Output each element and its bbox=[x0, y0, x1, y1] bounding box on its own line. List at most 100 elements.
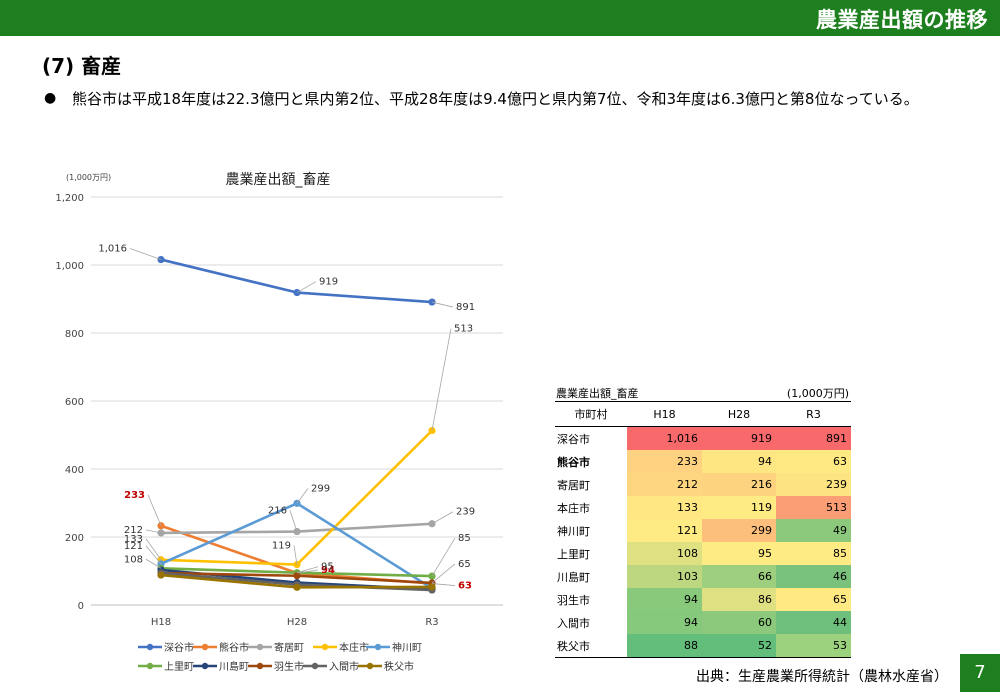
y-tick-label: 0 bbox=[78, 601, 84, 612]
data-label: 63 bbox=[458, 581, 472, 592]
value-cell: 49 bbox=[776, 519, 851, 542]
data-label: 513 bbox=[454, 324, 473, 335]
label-leader-line bbox=[147, 494, 162, 526]
data-label: 919 bbox=[319, 277, 338, 288]
data-point bbox=[428, 583, 436, 591]
data-point bbox=[157, 571, 165, 579]
table-row: 熊谷市 233 94 63 bbox=[555, 450, 851, 473]
value-cell: 513 bbox=[776, 496, 851, 519]
label-leader-line bbox=[296, 566, 319, 574]
data-label: 121 bbox=[124, 541, 143, 552]
data-table: 農業産出額_畜産 (1,000万円) 市町村 H18 H28 R3 深谷市 1,0… bbox=[555, 384, 851, 658]
legend-marker bbox=[201, 662, 209, 670]
legend-marker bbox=[321, 643, 329, 651]
data-label: 108 bbox=[124, 554, 143, 565]
municipality-cell: 本庄市 bbox=[557, 501, 590, 515]
value-cell: 299 bbox=[702, 519, 776, 542]
municipality-cell: 神川町 bbox=[557, 524, 590, 538]
legend-marker bbox=[374, 643, 382, 651]
data-label: 85 bbox=[458, 533, 471, 544]
source-note: 出典：生産農業所得統計（農林水産省） bbox=[696, 669, 948, 685]
table-row: 上里町 108 95 85 bbox=[555, 542, 851, 565]
value-cell: 94 bbox=[627, 588, 702, 611]
table-row: 羽生市 94 86 65 bbox=[555, 588, 851, 611]
column-header: H18 bbox=[627, 402, 702, 427]
header-title: 農業産出額の推移 bbox=[816, 8, 988, 32]
value-cell: 88 bbox=[627, 634, 702, 658]
label-leader-line bbox=[145, 558, 162, 569]
municipality-cell: 熊谷市 bbox=[557, 455, 590, 469]
label-leader-line bbox=[296, 569, 319, 574]
legend-marker bbox=[146, 662, 154, 670]
y-tick-label: 400 bbox=[65, 465, 84, 476]
data-point bbox=[293, 560, 301, 569]
data-label: 94 bbox=[321, 565, 335, 576]
legend-label: 寄居町 bbox=[274, 641, 304, 654]
legend-marker bbox=[366, 662, 374, 670]
value-cell: 46 bbox=[776, 565, 851, 588]
data-point bbox=[293, 572, 301, 580]
table-row: 神川町 121 299 49 bbox=[555, 519, 851, 542]
value-cell: 212 bbox=[627, 473, 702, 496]
table-row: 寄居町 212 216 239 bbox=[555, 473, 851, 496]
value-cell: 919 bbox=[702, 426, 776, 450]
column-header: R3 bbox=[776, 402, 851, 427]
label-leader-line bbox=[431, 301, 454, 308]
x-tick-label: H28 bbox=[287, 617, 307, 628]
value-cell: 1,016 bbox=[627, 426, 702, 450]
value-cell: 85 bbox=[776, 542, 851, 565]
y-tick-label: 800 bbox=[65, 329, 84, 340]
data-label: 212 bbox=[124, 525, 143, 536]
data-label: 216 bbox=[268, 506, 287, 517]
legend-label: 神川町 bbox=[392, 641, 422, 654]
value-cell: 44 bbox=[776, 611, 851, 634]
value-cell: 94 bbox=[627, 611, 702, 634]
table-row: 本庄市 133 119 513 bbox=[555, 496, 851, 519]
municipality-cell: 羽生市 bbox=[557, 593, 590, 607]
data-label: 891 bbox=[456, 302, 475, 313]
data-label: 95 bbox=[321, 562, 334, 573]
column-header: H28 bbox=[702, 402, 776, 427]
value-cell: 66 bbox=[702, 565, 776, 588]
bullet-text: 熊谷市は平成18年度は22.3億円と県内第2位、平成28年度は9.4億円と県内第… bbox=[72, 90, 919, 108]
y-tick-label: 200 bbox=[65, 533, 84, 544]
value-cell: 60 bbox=[702, 611, 776, 634]
data-label: 119 bbox=[272, 541, 291, 552]
label-leader-line bbox=[431, 537, 456, 577]
municipality-cell: 入間市 bbox=[557, 616, 590, 630]
data-point bbox=[157, 529, 165, 537]
section-title: (7) 畜産 bbox=[42, 54, 122, 78]
value-cell: 103 bbox=[627, 565, 702, 588]
header-bar: 農業産出額の推移 bbox=[0, 0, 1000, 36]
bullet-icon: ● bbox=[44, 90, 57, 106]
column-header: 市町村 bbox=[555, 402, 627, 427]
label-leader-line bbox=[296, 488, 309, 504]
value-cell: 63 bbox=[776, 450, 851, 473]
data-label: 133 bbox=[124, 534, 143, 545]
legend-label: 入間市 bbox=[329, 660, 359, 673]
value-cell: 121 bbox=[627, 519, 702, 542]
x-tick-label: R3 bbox=[425, 617, 438, 628]
value-cell: 233 bbox=[627, 450, 702, 473]
label-leader-line bbox=[296, 281, 317, 293]
label-leader-line bbox=[145, 538, 162, 561]
data-label: 239 bbox=[456, 507, 475, 518]
legend-marker bbox=[256, 643, 264, 651]
legend-label: 川島町 bbox=[219, 660, 249, 673]
table-column-headers: 市町村 H18 H28 R3 bbox=[555, 402, 851, 427]
table-header-row: 農業産出額_畜産 (1,000万円) bbox=[555, 384, 851, 402]
value-cell: 53 bbox=[776, 634, 851, 658]
table-row: 川島町 103 66 46 bbox=[555, 565, 851, 588]
label-leader-line bbox=[129, 248, 162, 260]
legend-marker bbox=[201, 643, 209, 651]
municipality-cell: 上里町 bbox=[557, 547, 590, 561]
y-tick-label: 1,200 bbox=[55, 193, 84, 204]
value-cell: 891 bbox=[776, 426, 851, 450]
label-leader-line bbox=[431, 583, 456, 586]
municipality-cell: 川島町 bbox=[557, 570, 590, 584]
label-leader-line bbox=[145, 529, 162, 534]
legend-marker bbox=[311, 662, 319, 670]
legend-label: 羽生市 bbox=[274, 660, 304, 673]
chart-unit-label: (1,000万円) bbox=[66, 173, 111, 182]
chart-title: 農業産出額_畜産 bbox=[226, 172, 331, 188]
